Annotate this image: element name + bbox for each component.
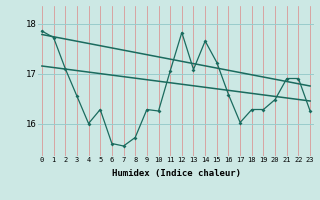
X-axis label: Humidex (Indice chaleur): Humidex (Indice chaleur) bbox=[111, 169, 241, 178]
